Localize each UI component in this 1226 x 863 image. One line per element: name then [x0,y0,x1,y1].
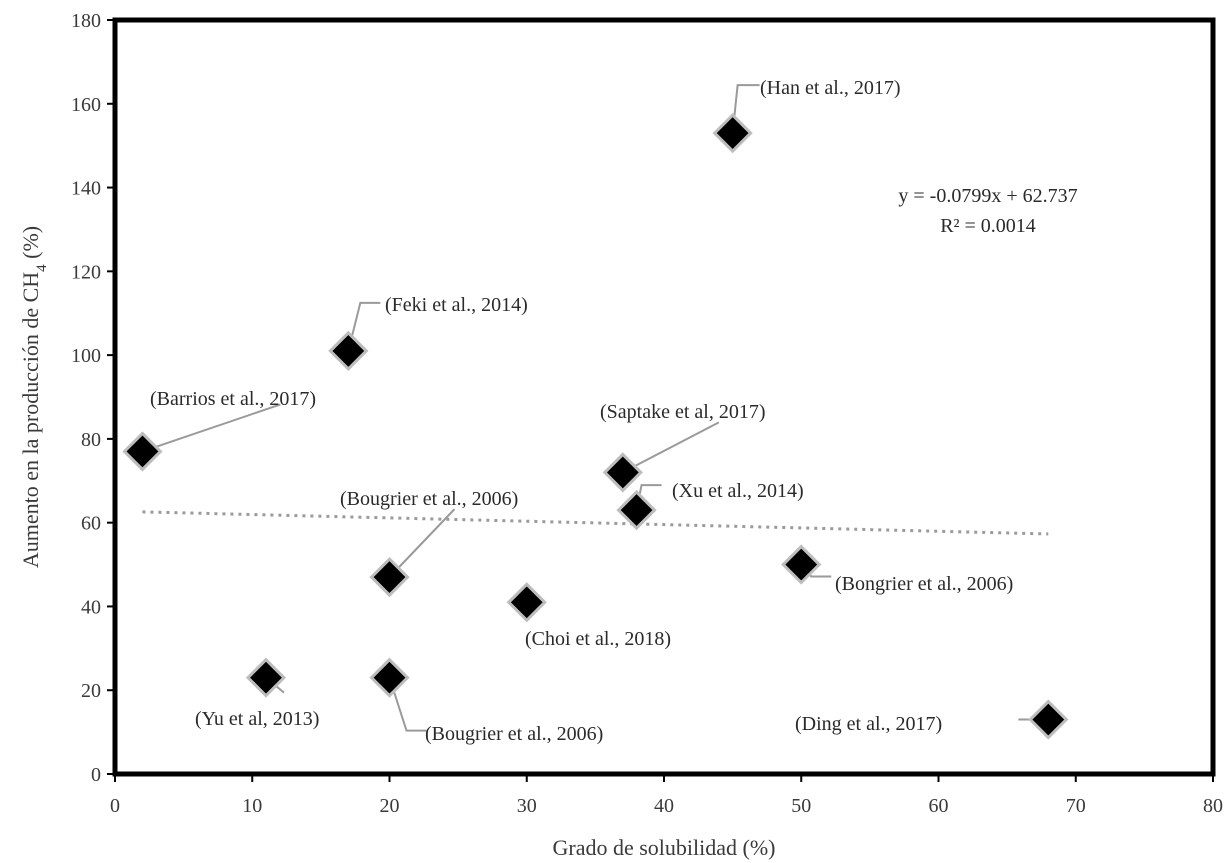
data-point-label: (Feki et al., 2014) [385,294,528,316]
data-point-label: (Bougrier et al., 2006) [425,723,603,745]
data-point-label: (Ding et al., 2017) [795,713,942,735]
x-axis-ticks: 0 10 20 30 40 50 60 70 80 [110,774,1223,817]
data-point-label: (Barrios et al., 2017) [150,388,316,410]
data-point-marker [245,657,287,698]
data-point-marker [369,557,410,598]
data-point-marker [602,452,643,493]
data-point-label: (Saptake et al, 2017) [600,401,766,423]
data-point-label: (Choi et al., 2018) [525,628,671,650]
data-point-marker [616,489,657,531]
x-tick-label: 70 [1066,795,1086,817]
y-tick-label: 120 [71,261,101,283]
trendline-equation: y = -0.0799x + 62.737 [898,185,1077,207]
leader-line [142,403,281,453]
leader-line [388,508,456,578]
data-point-marker [328,330,369,372]
data-point-marker [712,112,753,154]
y-tick-label: 100 [71,345,101,367]
y-tick-label: 60 [81,513,101,535]
y-tick-label: 0 [91,764,101,786]
data-point-label: (Xu et al., 2014) [672,480,804,502]
y-tick-label: 180 [71,10,101,32]
trendline-r-squared: R² = 0.0014 [940,215,1036,237]
y-tick-label: 80 [81,429,101,451]
x-tick-label: 30 [517,795,537,817]
y-axis-title-subscript: 4 [34,264,50,272]
data-point-marker [122,431,163,472]
plot-area-frame [112,17,1216,777]
x-tick-label: 80 [1203,795,1223,817]
y-axis-title: Aumento en la producción de CH4 (%) [18,226,50,568]
leader-line [388,677,427,732]
y-axis-title-tail: (%) [18,226,43,264]
y-tick-label: 140 [71,178,101,200]
data-point-label: (Yu et al, 2013) [195,708,319,730]
x-tick-label: 0 [110,795,120,817]
y-tick-label: 20 [81,680,101,702]
y-tick-label: 160 [71,94,101,116]
data-point-marker [369,657,410,698]
x-tick-label: 60 [929,795,949,817]
data-point-label: (Bongrier et al., 2006) [835,573,1013,595]
x-axis-title: Grado de solubilidad (%) [553,835,776,860]
data-point-label: (Bougrier et al., 2006) [340,488,518,510]
data-point-marker [781,544,822,585]
x-tick-label: 10 [242,795,262,817]
x-tick-label: 40 [654,795,674,817]
leader-line [622,421,720,474]
data-point-label: (Han et al., 2017) [760,77,901,99]
data-point-marker [1028,699,1069,740]
data-markers [122,112,1069,740]
y-axis-ticks: 0 20 40 60 80 100 120 140 160 180 [71,10,115,786]
x-tick-label: 50 [791,795,811,817]
annotation-labels: (Han et al., 2017) (Feki et al., 2014) (Ba… [150,77,1013,745]
y-axis-title-main: Aumento en la producción de CH [18,272,43,568]
x-tick-label: 20 [380,795,400,817]
y-tick-label: 40 [81,596,101,618]
data-point-marker [506,582,547,623]
